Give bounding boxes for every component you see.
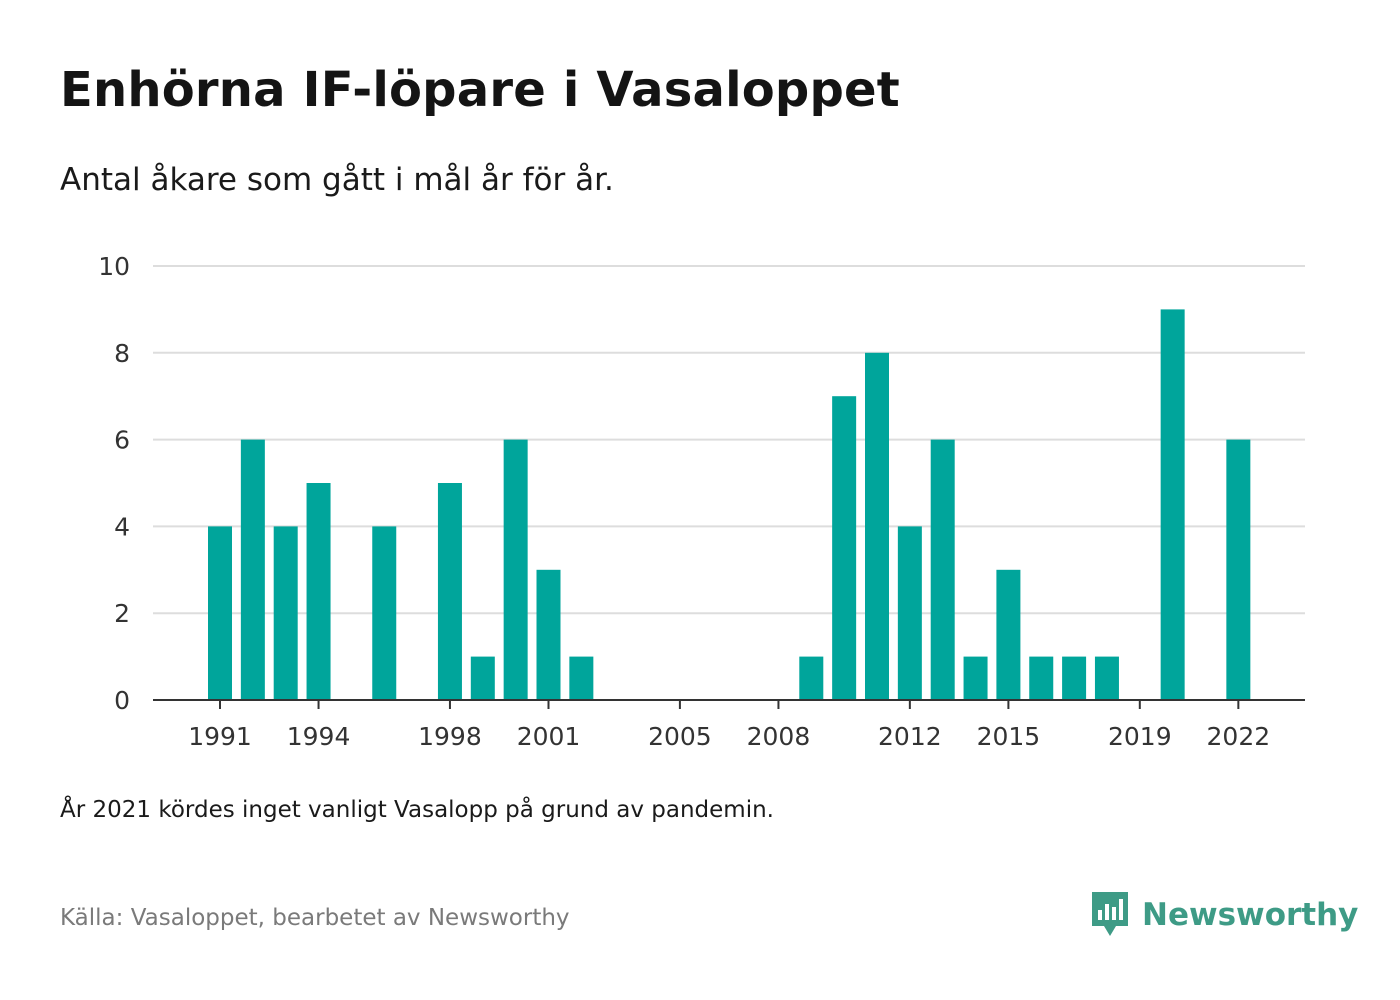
y-tick-label: 4	[114, 512, 130, 541]
x-tick-label: 2005	[648, 722, 712, 751]
bar	[569, 656, 594, 700]
bar	[437, 483, 462, 700]
chart-title: Enhörna IF-löpare i Vasaloppet	[60, 62, 900, 118]
x-tick-label: 1998	[418, 722, 482, 751]
bar	[536, 569, 561, 700]
bar	[1226, 439, 1251, 700]
y-tick-label: 10	[98, 252, 130, 281]
bar	[897, 526, 922, 700]
bar	[799, 656, 824, 700]
y-tick-label: 2	[114, 599, 130, 628]
newsworthy-logo-icon	[1092, 892, 1128, 936]
x-tick-label: 2012	[878, 722, 942, 751]
bar	[503, 439, 528, 700]
bar	[372, 526, 397, 700]
bar	[273, 526, 298, 700]
bar	[930, 439, 955, 700]
footnote: År 2021 kördes inget vanligt Vasalopp på…	[60, 797, 774, 823]
bar	[832, 396, 857, 700]
bar	[470, 656, 495, 700]
chart-subtitle: Antal åkare som gått i mål år för år.	[60, 162, 614, 198]
y-tick-label: 6	[114, 426, 130, 455]
bar	[1029, 656, 1054, 700]
bar	[865, 352, 889, 700]
brand-logo: Newsworthy	[1090, 890, 1358, 940]
x-tick-label: 2022	[1207, 722, 1271, 751]
bar	[240, 439, 265, 700]
x-tick-label: 1994	[287, 722, 351, 751]
x-tick-label: 1991	[188, 722, 252, 751]
brand-name: Newsworthy	[1142, 897, 1359, 933]
x-tick-label: 2008	[747, 722, 811, 751]
bar	[1094, 656, 1119, 700]
bar	[963, 656, 988, 700]
x-tick-label: 2019	[1108, 722, 1172, 751]
y-tick-label: 0	[114, 686, 130, 715]
y-tick-label: 8	[114, 339, 130, 368]
bar	[306, 483, 331, 700]
bar	[1062, 656, 1087, 700]
x-tick-label: 2015	[977, 722, 1041, 751]
bar	[208, 526, 232, 700]
bar	[1160, 309, 1185, 700]
x-tick-label: 2001	[517, 722, 581, 751]
bar	[996, 569, 1021, 700]
source-label: Källa: Vasaloppet, bearbetet av Newswort…	[60, 905, 570, 931]
